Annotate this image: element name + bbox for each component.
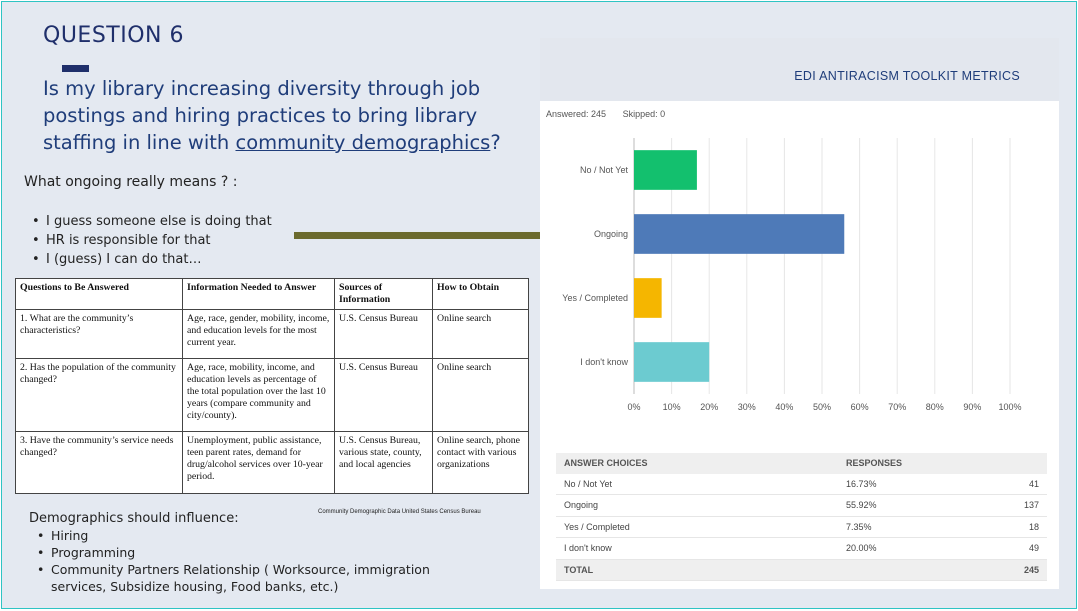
choice-label: No / Not Yet [556,473,838,495]
demographics-heading: Demographics should influence: [29,511,239,526]
skipped-count: Skipped: 0 [622,109,666,119]
responses-header: RESPONSES [838,453,985,474]
table-cell: Online search [432,358,529,432]
table-row: No / Not Yet 16.73% 41 [556,473,1047,495]
total-count: 245 [984,559,1047,581]
choice-count: 41 [984,473,1047,495]
table-header: Questions to Be Answered [15,278,183,310]
x-tick-label: 30% [738,402,756,412]
table-cell: Online search [432,309,529,359]
total-row: TOTAL 245 [556,559,1047,581]
survey-panel: EDI ANTIRACISM TOOLKIT METRICS Answered:… [540,38,1059,589]
table-cell: U.S. Census Bureau [334,309,433,359]
table-cell: Online search, phone contact with variou… [432,431,529,494]
choice-count: 137 [984,494,1047,517]
survey-title: EDI ANTIRACISM TOOLKIT METRICS [794,69,1020,83]
x-tick-label: 50% [813,402,831,412]
x-tick-label: 0% [627,402,640,412]
choice-percent: 20.00% [838,537,985,560]
table-cell: Unemployment, public assistance, teen pa… [182,431,335,494]
results-bar-chart: 0% 10% 20% 30% 40% 50% 60% 70% 80% 90% 100% No / No… [562,138,1022,412]
bar [634,342,710,382]
demographics-list: Hiring Programming Community Partners Re… [37,527,457,595]
choice-percent: 16.73% [838,473,985,495]
choice-percent: 55.92% [838,494,985,517]
category-label: Ongoing [594,229,628,239]
x-tick-label: 10% [663,402,681,412]
category-label: I don't know [580,357,628,367]
answer-choices-header: ANSWER CHOICES [556,453,838,474]
table-cell: U.S. Census Bureau [334,358,433,432]
arrow-line [294,232,556,239]
table-cell: Age, race, mobility, income, and educati… [182,358,335,432]
table-row: Ongoing 55.92% 137 [556,494,1047,517]
bar [634,278,662,318]
table-header: Information Needed to Answer [182,278,335,310]
ongoing-heading: What ongoing really means ? : [24,174,238,190]
table-cell: 3. Have the community’s service needs ch… [15,431,183,494]
question-text-start: Is my library increasing diversity throu… [43,77,481,154]
question-text: Is my library increasing diversity throu… [43,75,523,156]
table-header-row: Questions to Be Answered Information Nee… [15,278,529,310]
total-label: TOTAL [556,559,838,581]
list-item: I guess someone else is doing that [32,212,272,231]
x-tick-label: 80% [926,402,944,412]
choice-label: Yes / Completed [556,516,838,538]
census-table: Questions to Be Answered Information Nee… [15,278,529,494]
table-cell: 1. What are the community’s characterist… [15,309,183,359]
x-tick-label: 20% [700,402,718,412]
choice-label: Ongoing [556,494,838,517]
list-item: I (guess) I can do that… [32,250,272,269]
responses-header-row: ANSWER CHOICES RESPONSES [556,453,1047,474]
list-item: Programming [37,544,457,561]
category-label: No / Not Yet [580,165,629,175]
table-cell: U.S. Census Bureau, various state, count… [334,431,433,494]
list-item: HR is responsible for that [32,231,272,250]
community-demographics-link[interactable]: community demographics [235,131,491,154]
responses-table: ANSWER CHOICES RESPONSES No / Not Yet 16… [556,453,1047,581]
table-caption: Community Demographic Data United States… [318,509,481,515]
total-blank [838,559,985,581]
table-cell: Age, race, gender, mobility, income, and… [182,309,335,359]
bar [634,214,845,254]
choice-percent: 7.35% [838,516,985,538]
question-text-end: ? [490,131,501,154]
x-tick-label: 60% [851,402,869,412]
table-row: 2. Has the population of the community c… [15,358,529,432]
survey-meta: Answered: 245 Skipped: 0 [546,109,679,119]
list-item: Community Partners Relationship ( Workso… [37,561,457,595]
table-header: How to Obtain [432,278,529,310]
title-underline-bar [62,65,89,72]
list-item: Hiring [37,527,457,544]
table-row: I don't know 20.00% 49 [556,537,1047,560]
table-header: Sources of Information [334,278,433,310]
table-row: 1. What are the community’s characterist… [15,309,529,359]
choice-label: I don't know [556,537,838,560]
x-tick-label: 100% [998,402,1021,412]
ongoing-list: I guess someone else is doing that HR is… [32,212,272,269]
answered-count: Answered: 245 [546,109,607,119]
x-tick-label: 90% [963,402,981,412]
question-title: QUESTION 6 [43,23,184,48]
table-row: Yes / Completed 7.35% 18 [556,516,1047,538]
survey-header: EDI ANTIRACISM TOOLKIT METRICS [540,38,1059,101]
category-label: Yes / Completed [562,293,628,303]
x-tick-label: 40% [775,402,793,412]
blank-header [984,453,1047,474]
choice-count: 49 [984,537,1047,560]
table-cell: 2. Has the population of the community c… [15,358,183,432]
choice-count: 18 [984,516,1047,538]
bar [634,150,697,190]
table-row: 3. Have the community’s service needs ch… [15,431,529,494]
x-tick-label: 70% [888,402,906,412]
